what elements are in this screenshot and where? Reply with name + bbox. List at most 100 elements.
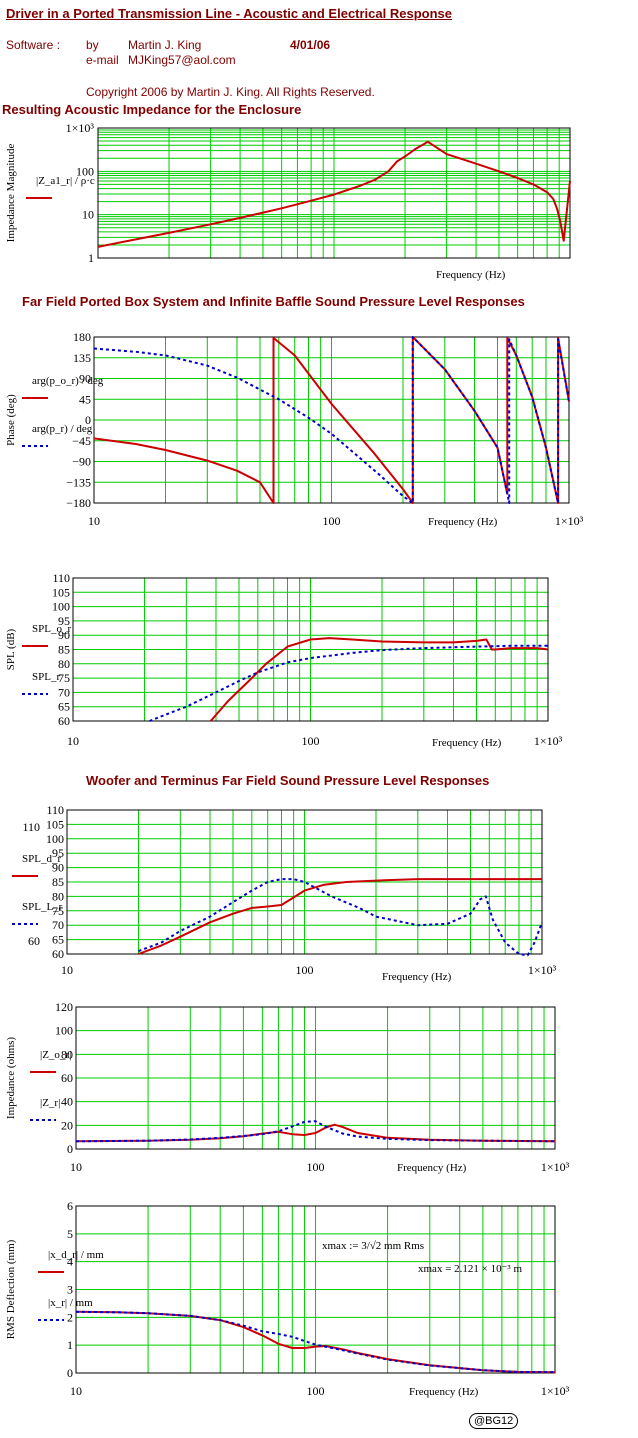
by-label: by [86, 38, 99, 52]
legend-label: |Z_r| [40, 1097, 60, 1109]
y-tick-label: 65 [52, 933, 64, 947]
y-tick-label: 80 [52, 889, 64, 903]
grid-lines [94, 337, 569, 503]
x-tick-label: 100 [302, 734, 320, 748]
x-axis-label: Frequency (Hz) [397, 1162, 467, 1174]
grid-lines [76, 1206, 555, 1373]
series-line [93, 336, 570, 504]
y-axis-label: Phase (deg) [5, 394, 17, 446]
email-label: e-mail [86, 53, 119, 67]
stamp-badge: @BG12 [469, 1413, 519, 1429]
y-tick-label: 80 [61, 1047, 73, 1061]
y-tick-label: −45 [72, 434, 91, 448]
date: 4/01/06 [290, 38, 331, 52]
plot-frame [75, 1205, 556, 1374]
software-label: Software : [6, 38, 61, 52]
legend-label: SPL_o_r [32, 623, 71, 635]
phase-chart: 180 135 90 45 0 −45 −90 −135 −180 10 100 1×10³ Frequ… [5, 330, 584, 528]
y-tick-label: 10 [82, 208, 94, 222]
grid-lines [76, 1007, 555, 1149]
x-axis-label: Frequency (Hz) [432, 737, 502, 749]
y-tick-label: 75 [58, 671, 70, 685]
x-tick-label: 10 [67, 734, 79, 748]
y-tick-label: 60 [61, 1071, 73, 1085]
outer-y-tick-label: 110 [22, 820, 40, 834]
x-axis-label: Frequency (Hz) [428, 516, 498, 528]
y-tick-label: 100 [55, 1024, 73, 1038]
y-tick-label: 65 [58, 700, 70, 714]
x-tick-label: 10 [88, 514, 100, 528]
copyright: Copyright 2006 by Martin J. King. All Ri… [86, 85, 375, 99]
series-line [149, 644, 548, 722]
section-title-impedance: Resulting Acoustic Impedance for the Enc… [2, 102, 302, 117]
series-line [138, 878, 543, 957]
grid-lines [67, 810, 542, 954]
x-tick-label: 1×10³ [534, 734, 563, 748]
y-tick-label: 60 [58, 714, 70, 728]
x-axis-label: Frequency (Hz) [436, 269, 506, 281]
y-tick-label: −135 [66, 475, 91, 489]
x-tick-label: 1×10³ [528, 963, 557, 977]
x-tick-label: 1×10³ [541, 1384, 570, 1398]
y-axis-label: SPL (dB) [5, 628, 17, 670]
y-tick-label: 110 [46, 803, 64, 817]
y-tick-label: 6 [67, 1199, 73, 1213]
x-tick-label: 10 [70, 1384, 82, 1398]
legend-label: arg(p_o_r) / deg [32, 375, 104, 387]
y-tick-label: −90 [72, 455, 91, 469]
x-tick-label: 100 [323, 514, 341, 528]
page-title: Driver in a Ported Transmission Line - A… [6, 6, 452, 21]
x-tick-label: 100 [307, 1384, 325, 1398]
plot-frame [75, 1006, 556, 1150]
y-tick-label: 4 [67, 1255, 73, 1269]
legend-label: arg(p_r) / deg [32, 423, 93, 435]
y-axis-label: Impedance Magnitude [5, 144, 17, 243]
y-tick-label: 1 [67, 1338, 73, 1352]
y-tick-label: 135 [73, 351, 91, 365]
x-tick-label: 10 [61, 963, 73, 977]
y-tick-label: 105 [46, 817, 64, 831]
y-tick-label: −180 [66, 496, 91, 510]
y-tick-label: 100 [46, 832, 64, 846]
y-tick-label: 1×10³ [66, 121, 95, 135]
y-tick-label: 95 [58, 614, 70, 628]
x-tick-label: 10 [70, 1160, 82, 1174]
x-tick-label: 1×10³ [555, 514, 584, 528]
y-tick-label: 100 [76, 164, 94, 178]
annotation-definition: xmax := 3/√2 mm Rms [322, 1240, 424, 1252]
outer-y-tick-label: 60 [28, 934, 40, 948]
y-tick-label: 95 [52, 846, 64, 860]
y-tick-label: 40 [61, 1095, 73, 1109]
legend-label: |Z_o_r| [40, 1049, 71, 1061]
grid-lines [73, 578, 548, 721]
series-line [93, 336, 570, 504]
y-tick-label: 100 [52, 600, 70, 614]
y-tick-label: 20 [61, 1118, 73, 1132]
y-tick-label: 0 [67, 1142, 73, 1156]
y-axis-label: Impedance (ohms) [5, 1037, 17, 1119]
section-title-farfield: Far Field Ported Box System and Infinite… [22, 294, 525, 309]
legend-label: |x_r| / mm [48, 1297, 93, 1309]
y-tick-label: 45 [79, 392, 91, 406]
x-axis-label: Frequency (Hz) [382, 971, 452, 983]
y-tick-label: 1 [88, 251, 94, 265]
grid-lines [98, 128, 570, 258]
annotation-value: xmax = 2.121 × 10⁻³ m [418, 1263, 522, 1275]
legend-label: SPL_d_r [22, 853, 61, 865]
y-tick-label: 3 [67, 1283, 73, 1297]
y-tick-label: 120 [55, 1000, 73, 1014]
legend-label: SPL_L_r [22, 901, 63, 913]
y-tick-label: 90 [52, 861, 64, 875]
electrical-impedance-chart: 120 100 80 60 40 20 0 10 100 1×10³ Frequency (Hz) I… [5, 1000, 570, 1174]
x-axis-label: Frequency (Hz) [409, 1386, 479, 1398]
series-line [138, 878, 542, 955]
acoustic-impedance-chart: 1 10 100 1×10³ Frequency (Hz) Impedance Magni… [5, 121, 571, 281]
y-axis-label: RMS Deflection (mm) [5, 1239, 17, 1339]
legend-label: |Z_a1_r| / ρ·c [36, 175, 95, 187]
plot-frame [66, 809, 543, 955]
section-title-woofer: Woofer and Terminus Far Field Sound Pres… [86, 773, 490, 788]
legend-label: SPL_r [32, 671, 60, 683]
